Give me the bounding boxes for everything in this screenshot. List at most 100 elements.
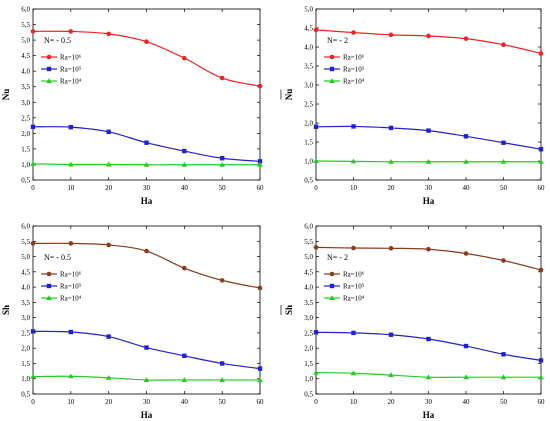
y-tick-label: 3,0 [21, 314, 30, 322]
data-point [426, 246, 431, 252]
legend-entry-label: Ra=10⁵ [60, 283, 82, 291]
data-point [257, 366, 263, 371]
legend-entry-label: Ra=10⁴ [343, 78, 365, 86]
legend-marker [46, 78, 52, 83]
y-tick-label: 3,0 [304, 82, 313, 90]
legend-entry-label: Ra=10⁶ [343, 54, 365, 62]
legend-marker [46, 271, 52, 277]
y-tick-label: 2,0 [21, 130, 30, 138]
x-tick-label: 0 [31, 184, 35, 192]
data-point [538, 358, 544, 363]
data-point [68, 161, 74, 167]
data-point [538, 51, 544, 56]
data-point [68, 373, 74, 379]
y-axis-label: Sh [1, 305, 11, 315]
data-point [68, 241, 74, 246]
y-tick-label: 3,5 [304, 299, 313, 307]
data-point [425, 374, 432, 380]
y-tick-label: 6,0 [304, 223, 313, 231]
data-point [257, 159, 263, 164]
panel-top-left: 0 10 20 30 40 50 60 0,5 1,0 1,5 2,0 2,5 3,0 3,5 4,0 4,5… [1, 6, 264, 207]
data-point [257, 285, 263, 291]
y-tick-label: 2,5 [304, 329, 313, 337]
data-point [313, 369, 319, 375]
data-point [313, 330, 319, 335]
data-point [538, 267, 544, 273]
legend-entry-label: Ra=10⁶ [60, 271, 82, 279]
y-tick-label: 0,5 [304, 177, 313, 185]
data-point [219, 156, 225, 161]
series-line-1 [315, 29, 542, 55]
y-tick-label: 6,0 [21, 6, 30, 14]
y-tick-label: 3,5 [21, 83, 30, 91]
y-tick-label: 5,5 [304, 238, 313, 246]
data-point [143, 377, 150, 382]
data-point [30, 373, 36, 379]
data-point [538, 374, 544, 380]
x-tick-label: 20 [388, 398, 396, 406]
legend-marker [329, 54, 335, 60]
y-tick-label: 2,0 [304, 120, 313, 128]
data-point [351, 245, 356, 251]
data-point [313, 27, 319, 33]
y-tick-label: 4,0 [304, 44, 313, 52]
data-point [538, 158, 544, 164]
x-tick-label: 60 [257, 398, 265, 406]
data-point [388, 125, 394, 131]
parameter-annotation: N= - 0.5 [44, 36, 71, 45]
panel-bottom-left: 0 10 20 30 40 50 60 0,5 1,0 1,5 2,0 2,5 3,0 3,5 4,0 4,5… [1, 223, 265, 421]
y-tick-label: 5,0 [304, 6, 313, 14]
y-tick-label: 2,0 [21, 345, 30, 353]
data-point [106, 129, 111, 135]
legend-entry-label: Ra=10⁵ [343, 283, 365, 291]
data-point [426, 33, 431, 39]
data-point [313, 124, 319, 129]
data-point [350, 370, 357, 376]
data-point [388, 158, 394, 164]
data-point [30, 161, 36, 166]
x-tick-label: 50 [500, 398, 508, 406]
y-tick-label: 6,0 [21, 223, 30, 231]
data-point [388, 332, 394, 337]
series-line-2 [32, 330, 261, 370]
y-axis-label: Nu [1, 89, 11, 101]
x-tick-label: 30 [143, 184, 151, 192]
x-tick-label: 40 [181, 184, 189, 192]
data-point [313, 245, 319, 250]
legend-entry-label: Ra=10⁴ [60, 78, 82, 86]
data-point [463, 251, 469, 256]
data-point [143, 161, 150, 167]
data-point [388, 372, 394, 378]
y-tick-label: 1,0 [304, 158, 313, 166]
data-point [500, 158, 507, 164]
x-tick-label: 10 [350, 184, 358, 192]
y-tick-label: 0,5 [304, 391, 313, 399]
parameter-annotation: N= - 2 [327, 36, 348, 45]
legend-marker [329, 271, 335, 277]
legend-marker [329, 78, 335, 83]
y-tick-label: 3,5 [304, 63, 313, 71]
parameter-annotation: N= - 0.5 [44, 253, 71, 262]
data-point [144, 248, 149, 254]
x-tick-label: 30 [425, 398, 433, 406]
data-point [30, 29, 36, 34]
x-axis-label: Ha [423, 196, 435, 206]
data-point [219, 161, 225, 167]
legend-marker [329, 295, 335, 300]
y-tick-label: 2,0 [304, 345, 313, 353]
y-tick-label: 2,5 [304, 101, 313, 109]
data-point [219, 377, 225, 382]
data-point [144, 140, 149, 145]
y-axis-label: Sh [284, 305, 294, 315]
y-tick-label: 4,5 [304, 268, 313, 276]
y-tick-label: 1,5 [304, 139, 313, 147]
x-tick-label: 50 [219, 184, 227, 192]
x-tick-label: 60 [538, 184, 546, 192]
y-tick-label: 5,0 [21, 37, 30, 45]
data-point [106, 31, 111, 37]
legend-marker [46, 283, 52, 289]
y-tick-label: 1,0 [304, 375, 313, 383]
legend-marker [329, 66, 335, 72]
data-point [501, 352, 506, 357]
